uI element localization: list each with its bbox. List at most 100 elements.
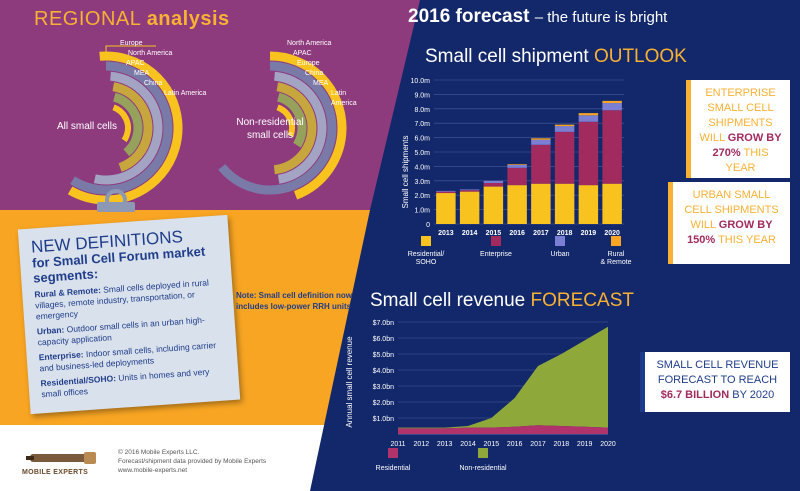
shipment-bar-segment	[578, 115, 599, 122]
shipment-bar-segment	[436, 191, 456, 194]
footer-line2: Forecast/shipment data provided by Mobil…	[118, 458, 267, 465]
shipment-bar-segment	[602, 103, 622, 111]
callout-post: BY 2020	[732, 389, 775, 401]
revenue-xtick-label: 2019	[577, 441, 593, 448]
forecast-title-bold: 2016 forecast	[408, 6, 530, 27]
shipment-bar-segment	[554, 183, 575, 224]
callout-post: THIS YEAR	[718, 234, 776, 246]
shipment-ytick-label: 8.0m	[414, 107, 430, 114]
donut1-region: Latin America	[164, 90, 207, 97]
donut1-region: China	[144, 80, 163, 87]
donut2-region: MEA	[313, 80, 329, 87]
revenue-ytick-label: $7.0bn	[373, 320, 395, 327]
revenue-xtick-label: 2012	[414, 441, 430, 448]
revenue-xtick-label: 2013	[437, 441, 453, 448]
shipment-xtick-label: 2015	[486, 230, 502, 237]
bg-purple-panel	[0, 0, 420, 210]
shipment-legend-swatch	[555, 236, 565, 246]
mobile-experts-logo-icon	[26, 452, 96, 464]
revenue-legend-swatch	[388, 448, 398, 458]
shipment-xtick-label: 2018	[557, 230, 573, 237]
shipment-ytick-label: 7.0m	[414, 121, 430, 128]
revenue-legend-label: Non-residential	[459, 465, 507, 472]
paperclip-icon	[97, 189, 135, 212]
shipment-ytick-label: 5.0m	[414, 150, 430, 157]
shipment-ytick-label: 9.0m	[414, 92, 430, 99]
callout-pre: ENTERPRISE SMALL CELL SHIPMENTS WILL	[699, 87, 776, 144]
donut2-region: North America	[287, 40, 332, 47]
revenue-title: Small cell revenue FORECAST	[370, 290, 634, 312]
shipment-chart: Small cell shipments 0 1.0m 2.0m 3.0m 4.0m 5.…	[401, 78, 632, 266]
revenue-ytick-label: $1.0bn	[373, 416, 395, 423]
callout-pre: URBAN SMALL CELL SHIPMENTS WILL	[684, 189, 779, 231]
shipment-xtick-label: 2013	[438, 230, 454, 237]
shipment-legend-label-line: Residential/	[408, 251, 445, 258]
callout-bold: GROW BY 150%	[687, 219, 773, 246]
footer-credits: © 2016 Mobile Experts LLC. Forecast/ship…	[118, 448, 266, 475]
donut2-region: China	[305, 70, 324, 77]
urban-callout: URBAN SMALL CELL SHIPMENTS WILL GROW BY …	[668, 182, 790, 264]
forecast-subtitle: – the future is bright	[534, 9, 668, 26]
shipment-bar-segment	[483, 180, 504, 183]
shipment-title-bold: Small cell shipment	[425, 46, 589, 67]
shipment-ytick-label: 6.0m	[414, 136, 430, 143]
donut1-region: APAC	[126, 60, 145, 67]
shipment-bar-segment	[578, 185, 599, 224]
shipment-bar-segment	[531, 144, 551, 184]
revenue-ytick-label: $3.0bn	[373, 384, 395, 391]
shipment-legend-label-line: & Remote	[600, 259, 631, 266]
shipment-ytick-label: 10.0m	[411, 78, 431, 85]
revenue-xtick-label: 2015	[484, 441, 500, 448]
shipment-legend-label: Rural & Remote	[600, 251, 631, 266]
revenue-ytick-label: $2.0bn	[373, 400, 395, 407]
shipment-legend-label: Urban	[550, 251, 569, 258]
revenue-ylabel: Annual small cell revenue	[345, 336, 354, 428]
shipment-bar-segment	[507, 167, 527, 186]
shipment-bar-segment	[602, 183, 622, 224]
donut2-region: Latin America	[331, 90, 357, 107]
revenue-legend-swatch	[478, 448, 488, 458]
shipment-bar-segment	[507, 185, 527, 224]
donut-ring-2	[39, 61, 173, 195]
donut2-ring-6	[245, 103, 295, 153]
shipment-legend-label-line: SOHO	[416, 259, 437, 266]
shipment-ytick-label: 1.0m	[414, 208, 430, 215]
forecast-title: 2016 forecast – the future is bright	[408, 6, 667, 28]
revenue-callout: SMALL CELL REVENUE FORECAST TO REACH $6.…	[640, 352, 790, 412]
shipment-xtick-label: 2014	[462, 230, 478, 237]
shipment-legend-swatch	[421, 236, 431, 246]
donut1-region: Europe	[120, 40, 143, 47]
callout-pre: SMALL CELL REVENUE FORECAST TO REACH	[656, 359, 779, 386]
donut1-leader	[105, 45, 156, 56]
donut-non-residential	[193, 51, 347, 205]
revenue-area-non-residential	[398, 326, 608, 429]
shipment-bar-segment	[459, 190, 480, 192]
donut2-ring-2	[203, 61, 337, 195]
revenue-legend-label: Residential	[376, 465, 411, 472]
footer-line1: © 2016 Mobile Experts LLC.	[118, 449, 200, 456]
shipment-legend-label-line: Urban	[550, 251, 569, 258]
donut2-ring-3	[213, 71, 327, 185]
revenue-ytick-label: $5.0bn	[373, 352, 395, 359]
shipment-bar-segment	[554, 126, 575, 132]
revenue-xtick-label: 2016	[507, 441, 523, 448]
shipment-ytick-label: 0	[426, 222, 430, 229]
shipment-legend-label-line: Enterprise	[480, 251, 512, 258]
donut1-region: North America	[128, 50, 173, 57]
regional-title: REGIONAL analysis	[34, 8, 230, 31]
shipment-bar-segment	[507, 164, 527, 168]
regional-title-light: REGIONAL	[34, 8, 141, 30]
shipment-ytick-label: 2.0m	[414, 193, 430, 200]
donut2-region-labels: North America APAC Europe China MEA Lati…	[283, 39, 357, 109]
shipment-bar-segment	[578, 113, 599, 116]
definition-text: Small cells deployed in rural villages, …	[34, 277, 210, 322]
shipment-ytick-label: 4.0m	[414, 164, 430, 171]
shipment-legend-label-line: Rural	[608, 251, 625, 258]
revenue-ytick-label: $6.0bn	[373, 336, 395, 343]
shipment-ytick-label: 3.0m	[414, 179, 430, 186]
shipment-bar-segment	[459, 189, 480, 191]
donut2-ring-1	[193, 51, 347, 205]
donut-ring-6	[81, 103, 131, 153]
shipment-bar-segment	[483, 186, 504, 224]
